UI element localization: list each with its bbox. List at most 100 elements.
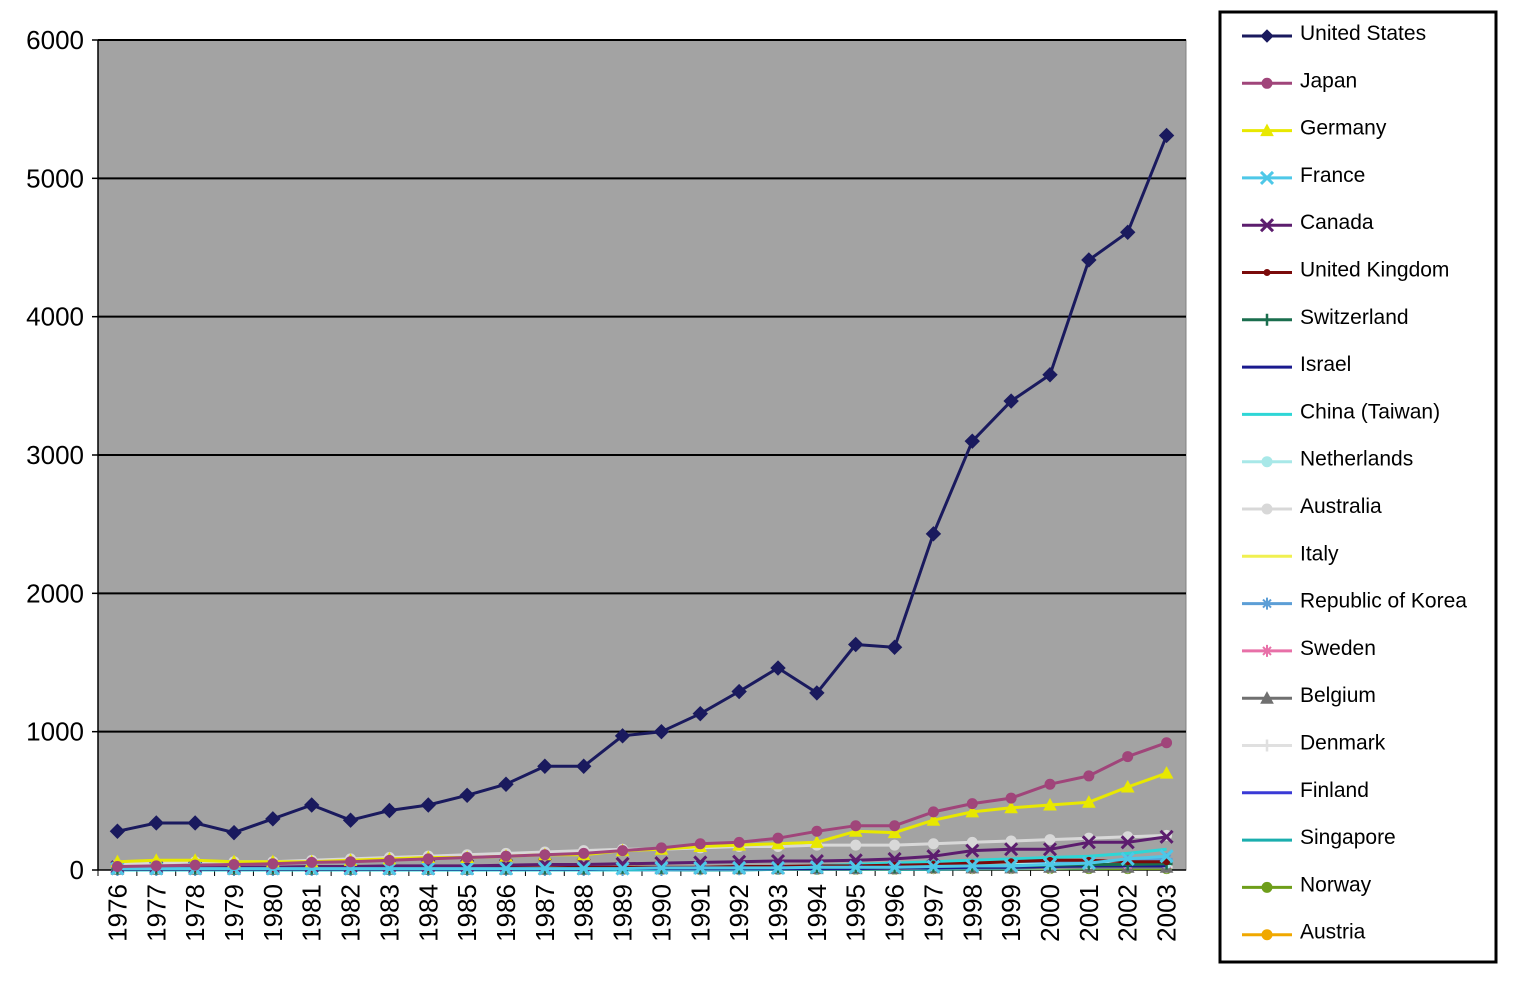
data-point xyxy=(382,861,397,876)
data-point xyxy=(1005,835,1017,847)
legend-label: Australia xyxy=(1300,495,1382,518)
data-point xyxy=(420,797,436,813)
data-point xyxy=(460,861,475,876)
legend-label: Finland xyxy=(1300,779,1369,802)
data-point xyxy=(1259,218,1275,233)
data-point xyxy=(578,847,590,859)
data-point xyxy=(1163,858,1171,866)
data-point xyxy=(966,798,978,810)
legend-label: Austria xyxy=(1300,921,1366,944)
data-point xyxy=(421,861,436,876)
legend-item: Sweden xyxy=(1242,637,1376,660)
y-tick-label: 3000 xyxy=(26,440,84,470)
data-point xyxy=(772,832,784,844)
data-point xyxy=(498,861,514,876)
data-point xyxy=(345,856,357,868)
data-point xyxy=(1261,644,1273,657)
data-point xyxy=(1161,737,1173,749)
x-tick-label: 1985 xyxy=(452,884,482,942)
x-tick-label: 2002 xyxy=(1113,884,1143,942)
legend-item: France xyxy=(1242,164,1365,187)
x-tick-label: 1984 xyxy=(413,884,443,942)
data-point xyxy=(964,433,980,449)
x-tick-label: 2003 xyxy=(1152,884,1182,942)
series-line xyxy=(117,741,1168,868)
x-tick-label: 1979 xyxy=(219,884,249,942)
data-point xyxy=(189,859,201,871)
data-point xyxy=(1004,842,1019,857)
data-point xyxy=(809,860,824,875)
legend-item: Italy xyxy=(1242,542,1339,565)
x-tick-label: 1989 xyxy=(608,884,638,942)
data-point xyxy=(267,858,279,870)
data-point xyxy=(265,811,281,827)
data-point xyxy=(770,860,786,875)
legend-item: United Kingdom xyxy=(1242,259,1449,282)
data-point xyxy=(306,856,318,868)
data-point xyxy=(576,758,592,774)
data-point xyxy=(654,860,669,875)
data-point xyxy=(1120,835,1135,850)
legend-item: Australia xyxy=(1242,495,1382,518)
legend-label: Sweden xyxy=(1300,637,1376,660)
x-tick-label: 1981 xyxy=(297,884,327,942)
data-point xyxy=(1082,795,1096,808)
data-point xyxy=(1044,778,1056,790)
data-point xyxy=(537,861,552,876)
y-tick-label: 4000 xyxy=(26,302,84,332)
x-tick-label: 1983 xyxy=(374,884,404,942)
data-point xyxy=(1260,29,1274,43)
legend-item: Republic of Korea xyxy=(1242,590,1467,613)
data-point xyxy=(1261,881,1273,893)
data-point xyxy=(381,802,398,819)
data-point xyxy=(1004,858,1019,873)
legend-item: Israel xyxy=(1242,353,1351,376)
data-point xyxy=(1260,691,1274,704)
y-tick-label: 0 xyxy=(70,855,84,885)
data-point xyxy=(889,839,901,851)
data-point xyxy=(1261,456,1273,468)
series-line xyxy=(117,835,1167,869)
series-japan xyxy=(111,737,1173,873)
data-point xyxy=(655,842,667,854)
legend-item: China (Taiwan) xyxy=(1242,400,1440,423)
legend-item: United States xyxy=(1242,22,1426,45)
x-tick-label: 1978 xyxy=(180,884,210,942)
legend-item: Finland xyxy=(1242,779,1369,802)
data-point xyxy=(1259,170,1275,185)
data-point xyxy=(811,825,823,837)
data-point xyxy=(1120,779,1135,793)
data-point xyxy=(693,860,708,875)
legend-item: Austria xyxy=(1242,921,1366,944)
data-point xyxy=(500,850,512,862)
y-tick-label: 6000 xyxy=(26,25,84,55)
data-point xyxy=(770,660,786,676)
legend-label: China (Taiwan) xyxy=(1300,400,1440,423)
legend-item: Japan xyxy=(1242,69,1357,92)
data-point xyxy=(927,806,939,818)
x-tick-label: 1982 xyxy=(336,884,366,942)
legend-label: Belgium xyxy=(1300,684,1376,707)
data-point xyxy=(1042,842,1058,857)
legend-label: Israel xyxy=(1300,353,1351,376)
data-point xyxy=(1042,367,1058,383)
data-point xyxy=(617,845,629,857)
data-point xyxy=(1158,127,1175,144)
x-tick-label: 1976 xyxy=(102,884,132,942)
data-point xyxy=(1159,829,1174,844)
series-france xyxy=(110,849,1174,876)
x-tick-label: 1990 xyxy=(646,884,676,942)
x-tick-label: 1994 xyxy=(802,884,832,942)
data-point xyxy=(850,820,862,832)
data-point xyxy=(1263,269,1271,276)
y-tick-label: 2000 xyxy=(26,578,84,608)
data-point xyxy=(1043,797,1057,811)
data-point xyxy=(653,723,670,740)
legend-item: Canada xyxy=(1242,211,1374,234)
data-point xyxy=(694,838,706,850)
data-point xyxy=(422,853,434,865)
x-tick-label: 1991 xyxy=(685,884,715,942)
x-tick-label: 1987 xyxy=(530,884,560,942)
data-point xyxy=(1120,224,1136,240)
data-point xyxy=(461,852,473,864)
